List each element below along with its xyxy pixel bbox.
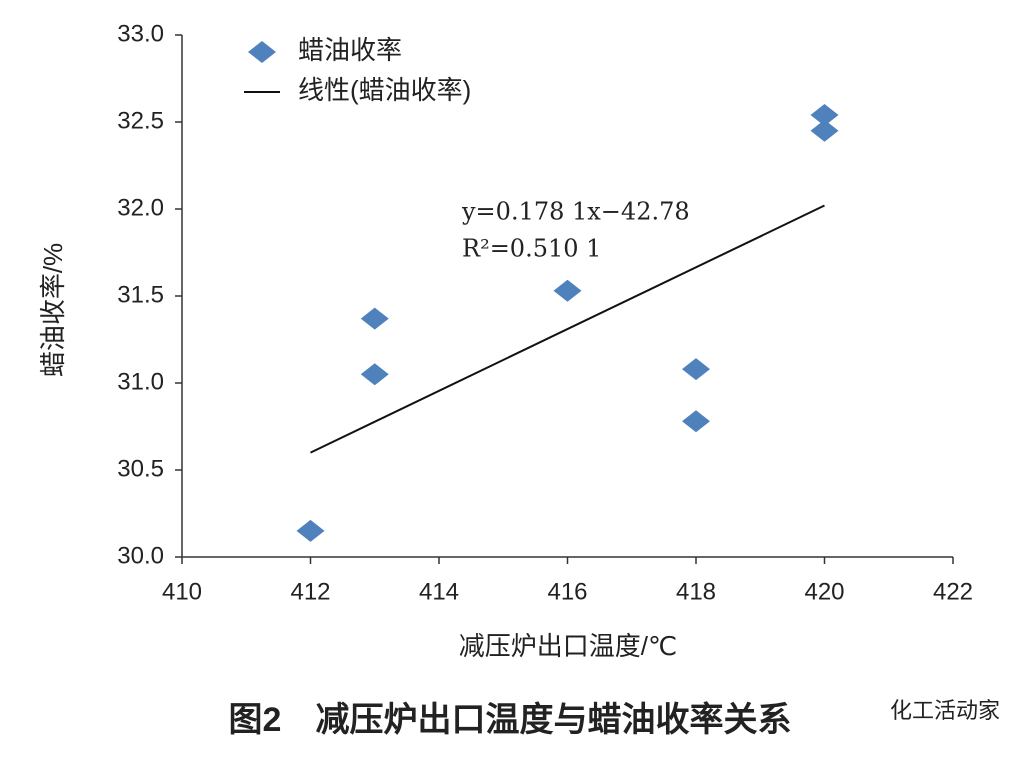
x-tick-label: 410	[162, 578, 202, 605]
scatter-point	[682, 358, 710, 381]
y-tick-label: 30.0	[117, 542, 164, 569]
legend-label: 蜡油收率	[298, 35, 402, 65]
x-tick-label: 418	[676, 578, 716, 605]
x-axis-label: 减压炉出口温度/℃	[459, 631, 677, 661]
equation: y=0.178 1x−42.78	[461, 198, 690, 226]
scatter-point	[360, 307, 389, 330]
y-axis-label: 蜡油收率/%	[38, 243, 68, 377]
r-squared: R²=0.510 1	[462, 235, 601, 263]
x-tick-label: 414	[419, 578, 459, 605]
watermark: 化工活动家	[890, 698, 1000, 723]
scatter-point	[810, 119, 839, 142]
x-tick-label: 420	[804, 578, 844, 605]
y-tick-label: 31.5	[117, 281, 164, 308]
x-tick-label: 416	[547, 578, 587, 605]
y-tick-label: 33.0	[117, 20, 164, 47]
scatter-point	[553, 279, 582, 302]
x-tick-label: 422	[933, 578, 973, 605]
y-tick-label: 32.5	[117, 107, 164, 134]
x-tick-label: 412	[290, 578, 330, 605]
scatter-point	[682, 410, 710, 433]
legend-label: 线性(蜡油收率)	[298, 75, 471, 105]
y-tick-label: 30.5	[117, 455, 164, 482]
scatter-point	[360, 363, 389, 386]
trend-line	[310, 204, 825, 454]
scatter-point	[296, 519, 325, 542]
caption: 图2 减压炉出口温度与蜡油收率关系	[229, 701, 792, 739]
y-tick-label: 32.0	[117, 194, 164, 221]
scatter-point	[810, 104, 839, 127]
legend-marker	[248, 41, 276, 63]
y-tick-label: 31.0	[117, 368, 164, 395]
